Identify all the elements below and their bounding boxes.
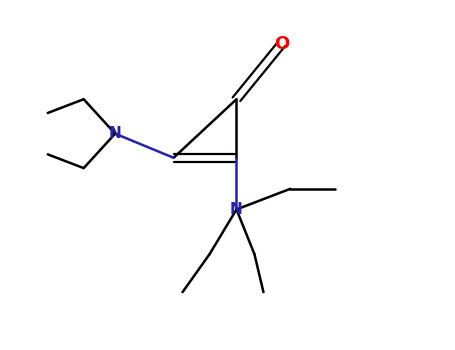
Text: O: O <box>274 35 289 53</box>
Text: N: N <box>230 202 243 217</box>
Text: N: N <box>109 126 121 141</box>
